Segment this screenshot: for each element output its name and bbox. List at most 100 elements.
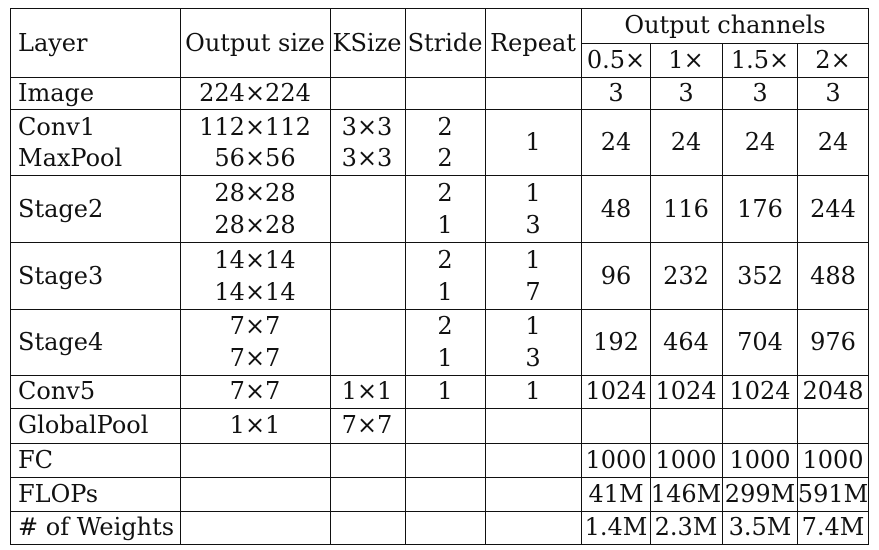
output-size: 1×1 [229,411,281,439]
channel-value: 232 [663,262,709,290]
rule [10,8,869,9]
rule [10,544,869,545]
channel-value: 24 [600,128,632,156]
flops-value: 299M [724,480,796,508]
stride-value: 1 [437,344,453,372]
channel-value: 1024 [729,377,791,405]
channel-value: 1000 [585,446,647,474]
weights-value: 3.5M [728,513,792,541]
channel-value: 48 [600,195,632,223]
layer-name: MaxPool [18,144,123,172]
channel-value: 488 [810,262,856,290]
stride-value: 2 [437,179,453,207]
layer-name: Stage2 [18,195,104,223]
layer-name: FLOPs [18,480,99,508]
flops-value: 591M [797,480,869,508]
rule [797,43,798,545]
rule [581,43,869,44]
weights-value: 7.4M [801,513,865,541]
rule [10,408,869,409]
channel-value: 1024 [585,377,647,405]
layer-name: FC [18,446,54,474]
repeat-value: 3 [525,211,541,239]
header-output-channels: Output channels [624,11,826,39]
channel-value: 3 [678,79,694,107]
rule [868,8,869,545]
kernel-size: 7×7 [341,411,393,439]
stride-value: 2 [437,113,453,141]
channel-value: 976 [810,328,856,356]
repeat-value: 1 [525,179,541,207]
output-size: 14×14 [214,278,296,306]
header-output-size: Output size [185,29,325,57]
channel-value: 176 [737,195,783,223]
layer-name: Conv1 [18,113,96,141]
repeat-value: 1 [525,246,541,274]
header-layer: Layer [18,29,88,57]
channel-value: 464 [663,328,709,356]
channel-value: 24 [670,128,702,156]
header-ksize: KSize [332,29,402,57]
rule [10,242,869,243]
stride-value: 2 [437,246,453,274]
layer-name: Image [18,79,95,107]
rule [10,175,869,176]
repeat-value: 1 [525,312,541,340]
output-size: 7×7 [229,312,281,340]
rule [10,109,869,110]
kernel-size: 1×1 [341,377,393,405]
repeat-value: 3 [525,344,541,372]
output-size: 224×224 [199,79,311,107]
rule [650,43,651,545]
rule [180,8,181,545]
flops-value: 41M [588,480,644,508]
rule [10,309,869,310]
weights-value: 2.3M [654,513,718,541]
header-width: 0.5× [586,46,646,74]
flops-value: 146M [650,480,722,508]
rule [10,77,869,78]
channel-value: 1000 [655,446,717,474]
layer-name: Stage4 [18,328,104,356]
channel-value: 24 [817,128,849,156]
channel-value: 1000 [802,446,864,474]
header-width: 1× [668,46,704,74]
header-stride: Stride [407,29,483,57]
output-size: 7×7 [229,344,281,372]
channel-value: 2048 [802,377,864,405]
channel-value: 704 [737,328,783,356]
output-size: 112×112 [199,113,311,141]
channel-value: 192 [593,328,639,356]
header-width: 1.5× [730,46,790,74]
channel-value: 116 [663,195,709,223]
channel-value: 24 [744,128,776,156]
layer-name: Stage3 [18,262,104,290]
rule [722,43,723,545]
header-width: 2× [815,46,851,74]
channel-value: 3 [752,79,768,107]
rule [10,443,869,444]
rule [485,8,486,545]
rule [10,375,869,376]
rule [10,477,869,478]
layer-name: GlobalPool [18,411,149,439]
kernel-size: 3×3 [341,113,393,141]
rule [10,511,869,512]
channel-value: 1024 [655,377,717,405]
stride-value: 2 [437,144,453,172]
weights-value: 1.4M [584,513,648,541]
layer-name: Conv5 [18,377,96,405]
output-size: 56×56 [214,144,296,172]
repeat-value: 1 [525,128,541,156]
kernel-size: 3×3 [341,144,393,172]
rule [581,8,582,545]
channel-value: 352 [737,262,783,290]
header-repeat: Repeat [490,29,576,57]
rule [330,8,331,545]
repeat-value: 7 [525,278,541,306]
repeat-value: 1 [525,377,541,405]
architecture-table: Layer Output size KSize Stride Repeat Ou… [10,8,869,545]
stride-value: 1 [437,278,453,306]
channel-value: 244 [810,195,856,223]
output-size: 28×28 [214,211,296,239]
